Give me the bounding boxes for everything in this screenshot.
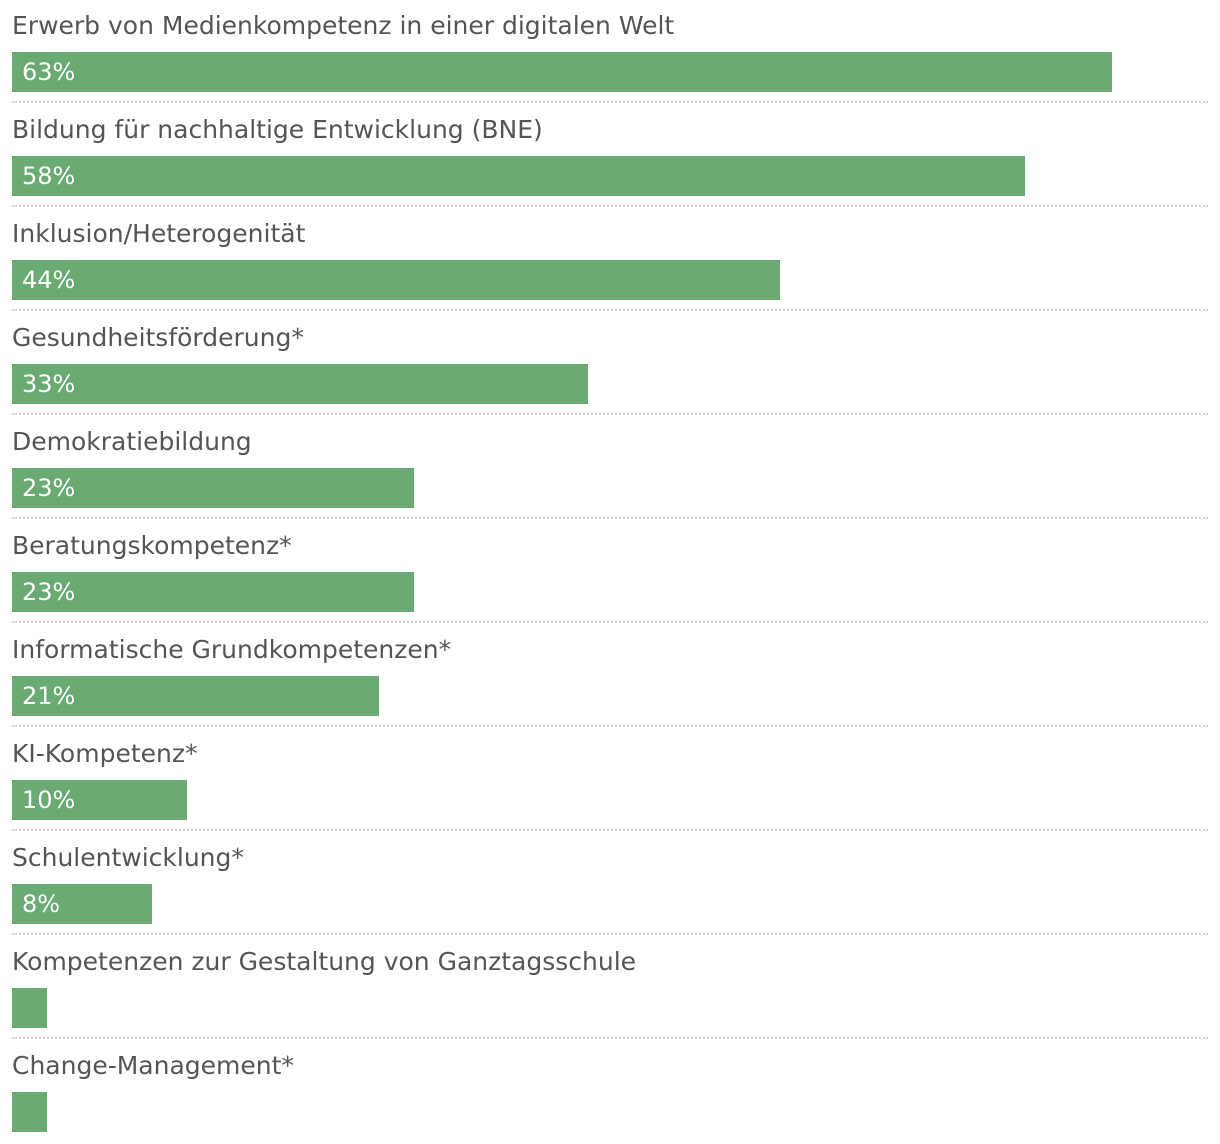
category-label: Erwerb von Medienkompetenz in einer digi… (12, 11, 675, 40)
category-label: Schulentwicklung* (12, 843, 244, 872)
bar (12, 1092, 47, 1132)
bar (12, 988, 47, 1028)
value-label: 58% (22, 162, 76, 190)
bar (12, 364, 588, 404)
value-label: 23% (22, 474, 76, 502)
chart-row: KI-Kompetenz* 10% (12, 728, 1208, 832)
row-divider (12, 621, 1208, 623)
category-label: Gesundheitsförderung* (12, 323, 304, 352)
value-label: 23% (22, 578, 76, 606)
bar (12, 52, 1112, 92)
category-label: Demokratiebildung (12, 427, 252, 456)
category-label: Bildung für nachhaltige Entwicklung (BNE… (12, 115, 543, 144)
row-divider (12, 933, 1208, 935)
row-divider (12, 413, 1208, 415)
value-label: 63% (22, 58, 76, 86)
bar-chart: Erwerb von Medienkompetenz in einer digi… (12, 0, 1208, 1144)
chart-row: Schulentwicklung* 8% (12, 832, 1208, 936)
chart-row: Informatische Grundkompetenzen* 21% (12, 624, 1208, 728)
row-divider (12, 101, 1208, 103)
chart-row: Demokratiebildung 23% (12, 416, 1208, 520)
chart-row: Bildung für nachhaltige Entwicklung (BNE… (12, 104, 1208, 208)
chart-row: Inklusion/Heterogenität 44% (12, 208, 1208, 312)
chart-row: Gesundheitsförderung* 33% (12, 312, 1208, 416)
value-label: 21% (22, 682, 76, 710)
value-label: 8% (22, 890, 61, 918)
row-divider (12, 829, 1208, 831)
row-divider (12, 1037, 1208, 1039)
chart-row: Kompetenzen zur Gestaltung von Ganztagss… (12, 936, 1208, 1040)
category-label: KI-Kompetenz* (12, 739, 198, 768)
bar (12, 468, 414, 508)
category-label: Change-Management* (12, 1051, 294, 1080)
chart-row: Beratungskompetenz* 23% (12, 520, 1208, 624)
bar (12, 884, 152, 924)
bar (12, 156, 1025, 196)
row-divider (12, 517, 1208, 519)
bar (12, 780, 187, 820)
category-label: Beratungskompetenz* (12, 531, 292, 560)
bar (12, 572, 414, 612)
chart-row: Erwerb von Medienkompetenz in einer digi… (12, 0, 1208, 104)
value-label: 33% (22, 370, 76, 398)
bar (12, 676, 379, 716)
category-label: Kompetenzen zur Gestaltung von Ganztagss… (12, 947, 637, 976)
row-divider (12, 309, 1208, 311)
row-divider (12, 205, 1208, 207)
row-divider (12, 725, 1208, 727)
category-label: Inklusion/Heterogenität (12, 219, 306, 248)
category-label: Informatische Grundkompetenzen* (12, 635, 452, 664)
chart-row: Change-Management* (12, 1040, 1208, 1144)
value-label: 44% (22, 266, 76, 294)
bar (12, 260, 780, 300)
value-label: 10% (22, 786, 76, 814)
